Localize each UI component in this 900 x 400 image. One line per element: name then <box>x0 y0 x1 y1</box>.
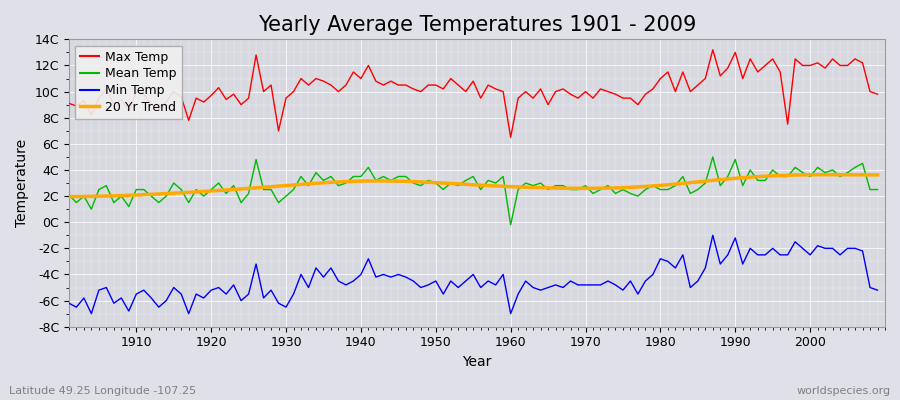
Mean Temp <box>123 204 134 209</box>
20 Yr Trend <box>498 184 508 189</box>
20 Yr Trend <box>505 184 516 189</box>
Min Temp <box>707 233 718 238</box>
20 Yr Trend <box>872 172 883 177</box>
Mean Temp <box>513 187 524 192</box>
Legend: Max Temp, Mean Temp, Min Temp, 20 Yr Trend: Max Temp, Mean Temp, Min Temp, 20 Yr Tre… <box>76 46 182 119</box>
Max Temp <box>498 89 508 94</box>
Min Temp <box>130 292 141 296</box>
Max Temp <box>505 135 516 140</box>
Min Temp <box>340 282 351 287</box>
20 Yr Trend <box>123 193 134 198</box>
X-axis label: Year: Year <box>463 355 491 369</box>
Max Temp <box>707 47 718 52</box>
Min Temp <box>64 301 75 306</box>
20 Yr Trend <box>333 180 344 184</box>
Mean Temp <box>707 154 718 159</box>
Line: Max Temp: Max Temp <box>69 50 878 137</box>
20 Yr Trend <box>820 172 831 177</box>
Max Temp <box>513 96 524 100</box>
Mean Temp <box>603 183 614 188</box>
20 Yr Trend <box>64 194 75 199</box>
Max Temp <box>64 101 75 106</box>
20 Yr Trend <box>595 186 606 191</box>
Min Temp <box>513 292 524 296</box>
20 Yr Trend <box>288 182 299 187</box>
Mean Temp <box>64 192 75 197</box>
Line: 20 Yr Trend: 20 Yr Trend <box>69 175 878 196</box>
Mean Temp <box>333 183 344 188</box>
Min Temp <box>295 272 306 277</box>
Title: Yearly Average Temperatures 1901 - 2009: Yearly Average Temperatures 1901 - 2009 <box>257 15 696 35</box>
Min Temp <box>872 288 883 292</box>
Mean Temp <box>498 174 508 179</box>
Mean Temp <box>872 187 883 192</box>
Max Temp <box>123 109 134 114</box>
Text: Latitude 49.25 Longitude -107.25: Latitude 49.25 Longitude -107.25 <box>9 386 196 396</box>
Line: Min Temp: Min Temp <box>69 235 878 314</box>
Max Temp <box>333 89 344 94</box>
Mean Temp <box>505 222 516 227</box>
Max Temp <box>288 89 299 94</box>
Y-axis label: Temperature: Temperature <box>15 139 29 227</box>
Max Temp <box>603 89 614 94</box>
Min Temp <box>603 279 614 284</box>
Min Temp <box>505 311 516 316</box>
Line: Mean Temp: Mean Temp <box>69 157 878 225</box>
Mean Temp <box>288 187 299 192</box>
Min Temp <box>86 311 97 316</box>
Max Temp <box>872 92 883 96</box>
Text: worldspecies.org: worldspecies.org <box>796 386 891 396</box>
